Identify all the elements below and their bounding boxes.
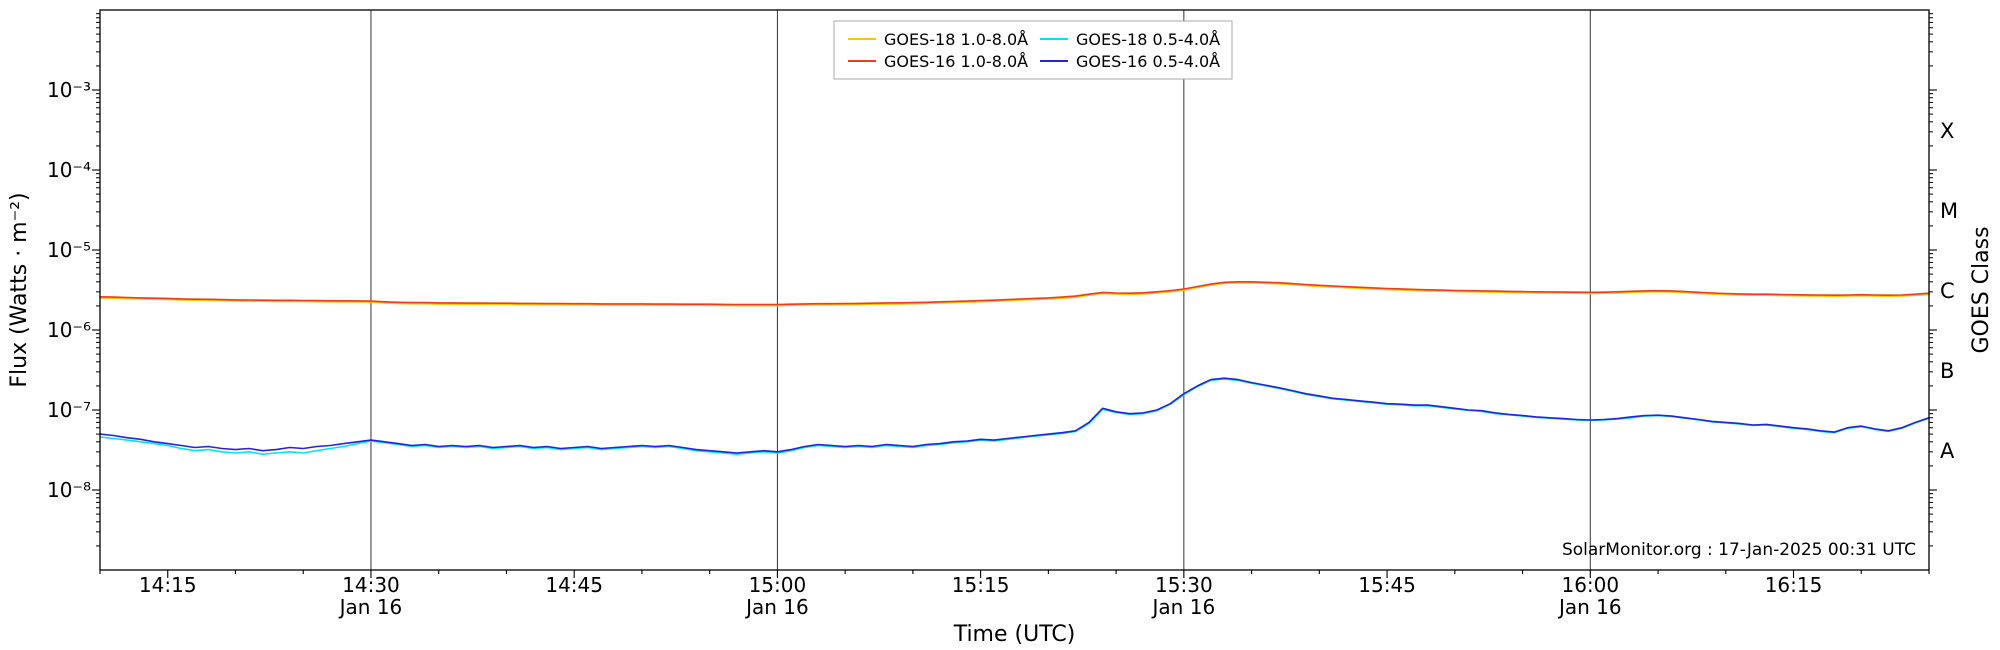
y-tick-label: 10⁻⁴ [47,158,91,182]
goes-class-labels: X M C B A [1940,119,1958,463]
x-tick-date-label: Jan 16 [744,595,809,619]
x-tick-label: 15:15 [952,573,1010,597]
x-tick-label: 15:00 [749,573,807,597]
x-tick-label: 14:45 [545,573,603,597]
y-tick-label: 10⁻⁷ [47,398,91,422]
x-tick-date-label: Jan 16 [338,595,403,619]
x-tick-date-label: Jan 16 [1557,595,1622,619]
legend-label: GOES-18 0.5-4.0Å [1076,30,1220,49]
legend-box [833,20,1233,80]
watermark-text: SolarMonitor.org : 17-Jan-2025 00:31 UTC [1562,540,1916,560]
series-line-goes-18-1-0-8-0- [99,282,1930,307]
goes-class-letter: C [1940,279,1955,303]
y-tick-label: 10⁻⁶ [47,318,91,342]
series-line-goes-16-0-5-4-0- [99,377,1930,454]
plot-frame [99,9,1930,571]
legend: GOES-18 1.0-8.0Å GOES-16 1.0-8.0Å GOES-18 … [833,20,1233,80]
y-tick-label: 10⁻⁸ [47,478,91,502]
x-axis-title: Time (UTC) [953,622,1076,647]
x-tick-label: 15:30 [1155,573,1213,597]
legend-label: GOES-16 1.0-8.0Å [884,52,1028,71]
y-axis-title: Flux (Watts · m⁻²) [7,192,32,387]
goes-class-letter: X [1940,119,1954,143]
x-tick-label: 14:15 [139,573,197,597]
y-tick-label: 10⁻⁵ [47,238,91,262]
legend-label: GOES-18 1.0-8.0Å [884,30,1028,49]
right-axis-title: GOES Class [1969,226,1994,353]
y-tick-label: 10⁻³ [47,78,91,102]
x-tick-label: 16:15 [1765,573,1823,597]
series-lines [99,280,1930,456]
goes-class-letter: M [1940,199,1958,223]
x-tick-date-label: Jan 16 [1151,595,1216,619]
x-tick-label: 14:30 [342,573,400,597]
legend-label: GOES-16 0.5-4.0Å [1076,52,1220,71]
goes-class-letter: B [1940,359,1954,383]
axes [99,9,1930,571]
series-line-goes-16-1-0-8-0- [99,280,1930,306]
x-tick-label: 16:00 [1561,573,1619,597]
y-ticks: 10⁻³ 10⁻⁴ 10⁻⁵ 10⁻⁶ 10⁻⁷ 10⁻⁸ [47,13,1937,547]
x-tick-label: 15:45 [1358,573,1416,597]
goes-class-letter: A [1940,439,1955,463]
